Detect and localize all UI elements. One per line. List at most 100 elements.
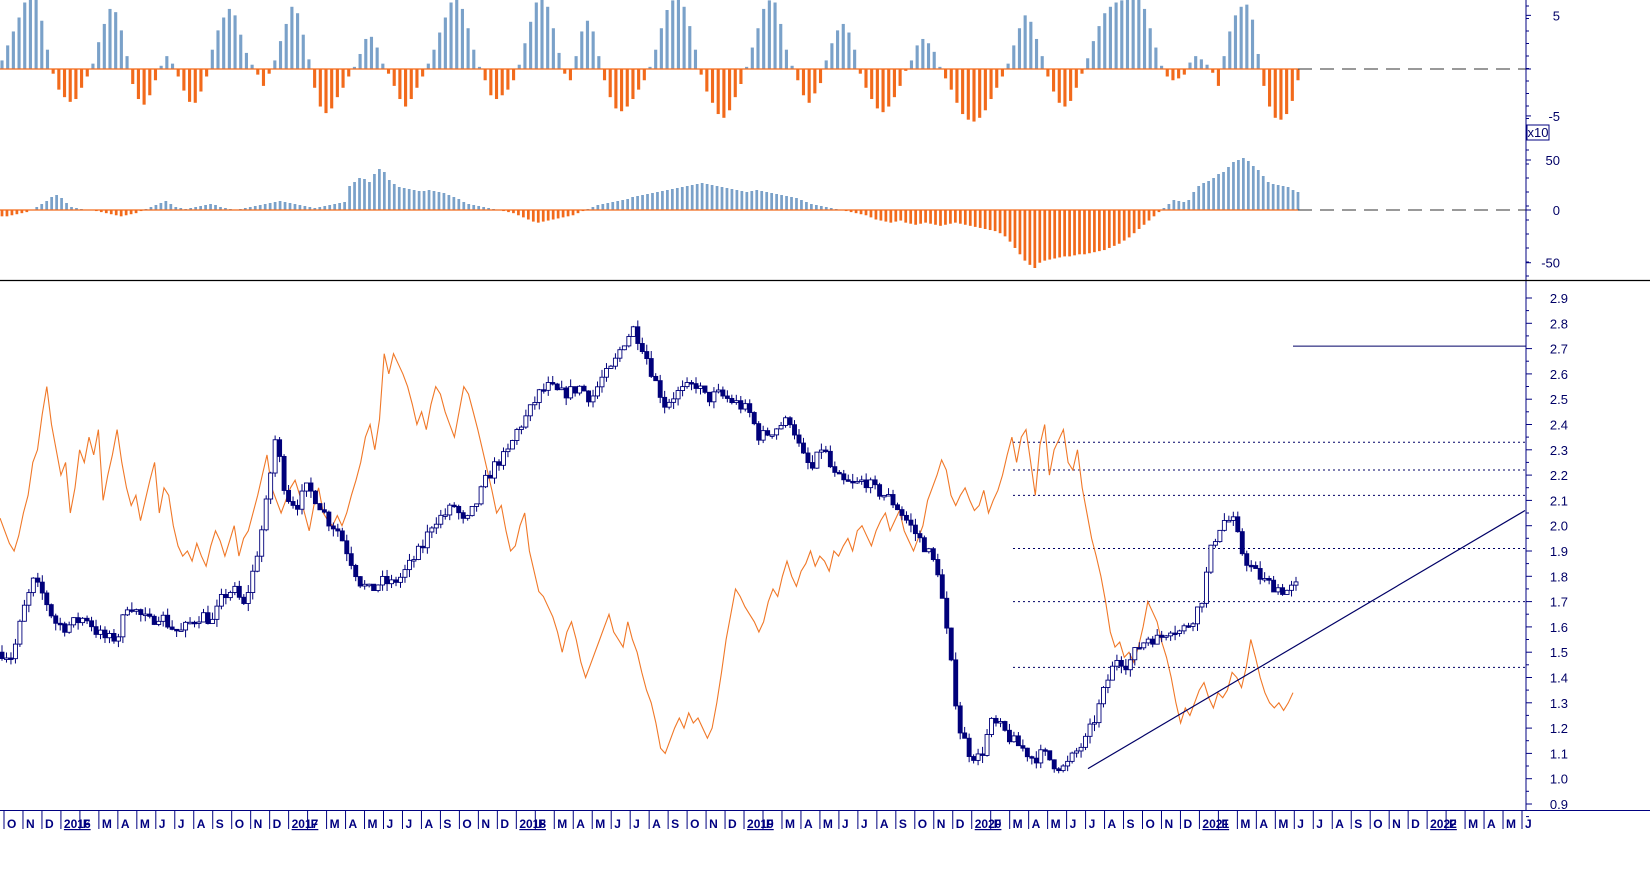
price-tick-label: 1.6 <box>1550 620 1568 635</box>
lower-tick-label: -50 <box>1541 256 1560 271</box>
candle-body <box>957 705 963 734</box>
candle-body <box>362 583 368 587</box>
candle-body <box>330 525 336 530</box>
candle-body <box>778 424 784 430</box>
month-label: O <box>462 817 471 831</box>
candle-body <box>890 494 896 506</box>
candle-body <box>107 632 112 639</box>
candle-body <box>1065 760 1071 767</box>
candle-body <box>4 657 9 660</box>
candle-body <box>250 570 256 593</box>
candle-body <box>1248 564 1254 568</box>
year-label: 2021 <box>1202 817 1229 831</box>
candle-body <box>366 583 372 587</box>
price-tick-label: 1.1 <box>1550 746 1568 761</box>
candle-body <box>259 529 265 557</box>
multiplier-box <box>1526 124 1550 141</box>
candle-body <box>783 417 789 426</box>
month-label: A <box>1487 817 1496 831</box>
candle-body <box>1293 581 1299 586</box>
candle-body <box>827 450 833 468</box>
upper-tick-label: 5 <box>1553 8 1560 23</box>
candle-body <box>474 503 480 507</box>
candle-body <box>326 511 332 527</box>
price-tick-label: 0.9 <box>1550 797 1568 812</box>
candle-body <box>971 756 977 761</box>
month-label: N <box>937 817 946 831</box>
month-label: D <box>1411 817 1420 831</box>
candle-body <box>478 486 484 505</box>
candle-body <box>850 480 856 484</box>
multiplier-label: x10 <box>1528 125 1549 140</box>
candle-body <box>89 620 95 628</box>
month-label: N <box>1164 817 1173 831</box>
month-label: O <box>7 817 16 831</box>
month-label: M <box>368 817 378 831</box>
candle-body <box>317 503 323 511</box>
candle-body <box>814 451 820 469</box>
candle-body <box>684 382 690 388</box>
candle-body <box>371 583 377 591</box>
candle-body <box>809 462 815 469</box>
month-label: A <box>121 817 130 831</box>
candle-body <box>12 643 18 660</box>
candle-body <box>563 387 569 399</box>
candle-body <box>1029 756 1035 759</box>
candle-body <box>1221 520 1227 531</box>
month-label: M <box>1013 817 1023 831</box>
candle-body <box>1168 632 1174 637</box>
month-label: A <box>804 817 813 831</box>
candle-body <box>469 505 475 517</box>
year-label: 2016 <box>64 817 91 831</box>
candle-body <box>836 471 842 475</box>
candle-body <box>1011 735 1017 743</box>
candle-body <box>263 498 269 531</box>
candle-body <box>1118 659 1124 667</box>
candle-body <box>254 555 260 572</box>
candle-body <box>442 514 448 517</box>
month-label: N <box>481 817 490 831</box>
candle-body <box>433 523 439 529</box>
candle-body <box>1024 747 1030 758</box>
candle-body <box>1141 642 1147 649</box>
month-label: M <box>1278 817 1288 831</box>
candle-body <box>1087 723 1093 737</box>
candle-body <box>801 442 806 454</box>
candle-body <box>1159 634 1165 638</box>
month-label: A <box>1335 817 1344 831</box>
candle-body <box>187 621 193 625</box>
candle-body <box>1015 735 1021 747</box>
price-tick-label: 2.4 <box>1550 418 1568 433</box>
candle-body <box>451 504 457 508</box>
candle-body <box>1289 584 1294 591</box>
candle-body <box>926 548 932 553</box>
month-label: F <box>311 817 318 831</box>
candle-body <box>344 540 350 555</box>
candle-body <box>111 632 117 642</box>
candle-body <box>693 383 699 389</box>
month-label: F <box>1449 817 1456 831</box>
candle-body <box>420 545 426 549</box>
candle-body <box>62 623 68 633</box>
candle-body <box>1253 565 1259 569</box>
candle-body <box>895 504 900 511</box>
candle-body <box>639 343 645 353</box>
month-label: J <box>1070 817 1077 831</box>
candle-body <box>93 626 99 635</box>
candle-body <box>1114 659 1120 667</box>
candle-body <box>541 389 547 392</box>
month-label: O <box>235 817 244 831</box>
candle-body <box>604 368 609 378</box>
month-label: M <box>1468 817 1478 831</box>
candle-body <box>899 509 905 516</box>
candle-body <box>1127 659 1133 671</box>
candle-body <box>1056 768 1062 772</box>
candle-body <box>872 479 878 486</box>
month-label: N <box>254 817 263 831</box>
price-tick-label: 2.3 <box>1550 443 1568 458</box>
month-label: A <box>576 817 585 831</box>
candle-body <box>935 559 941 576</box>
month-label: M <box>823 817 833 831</box>
price-tick-label: 2.7 <box>1550 342 1568 357</box>
candle-body <box>1092 722 1097 725</box>
